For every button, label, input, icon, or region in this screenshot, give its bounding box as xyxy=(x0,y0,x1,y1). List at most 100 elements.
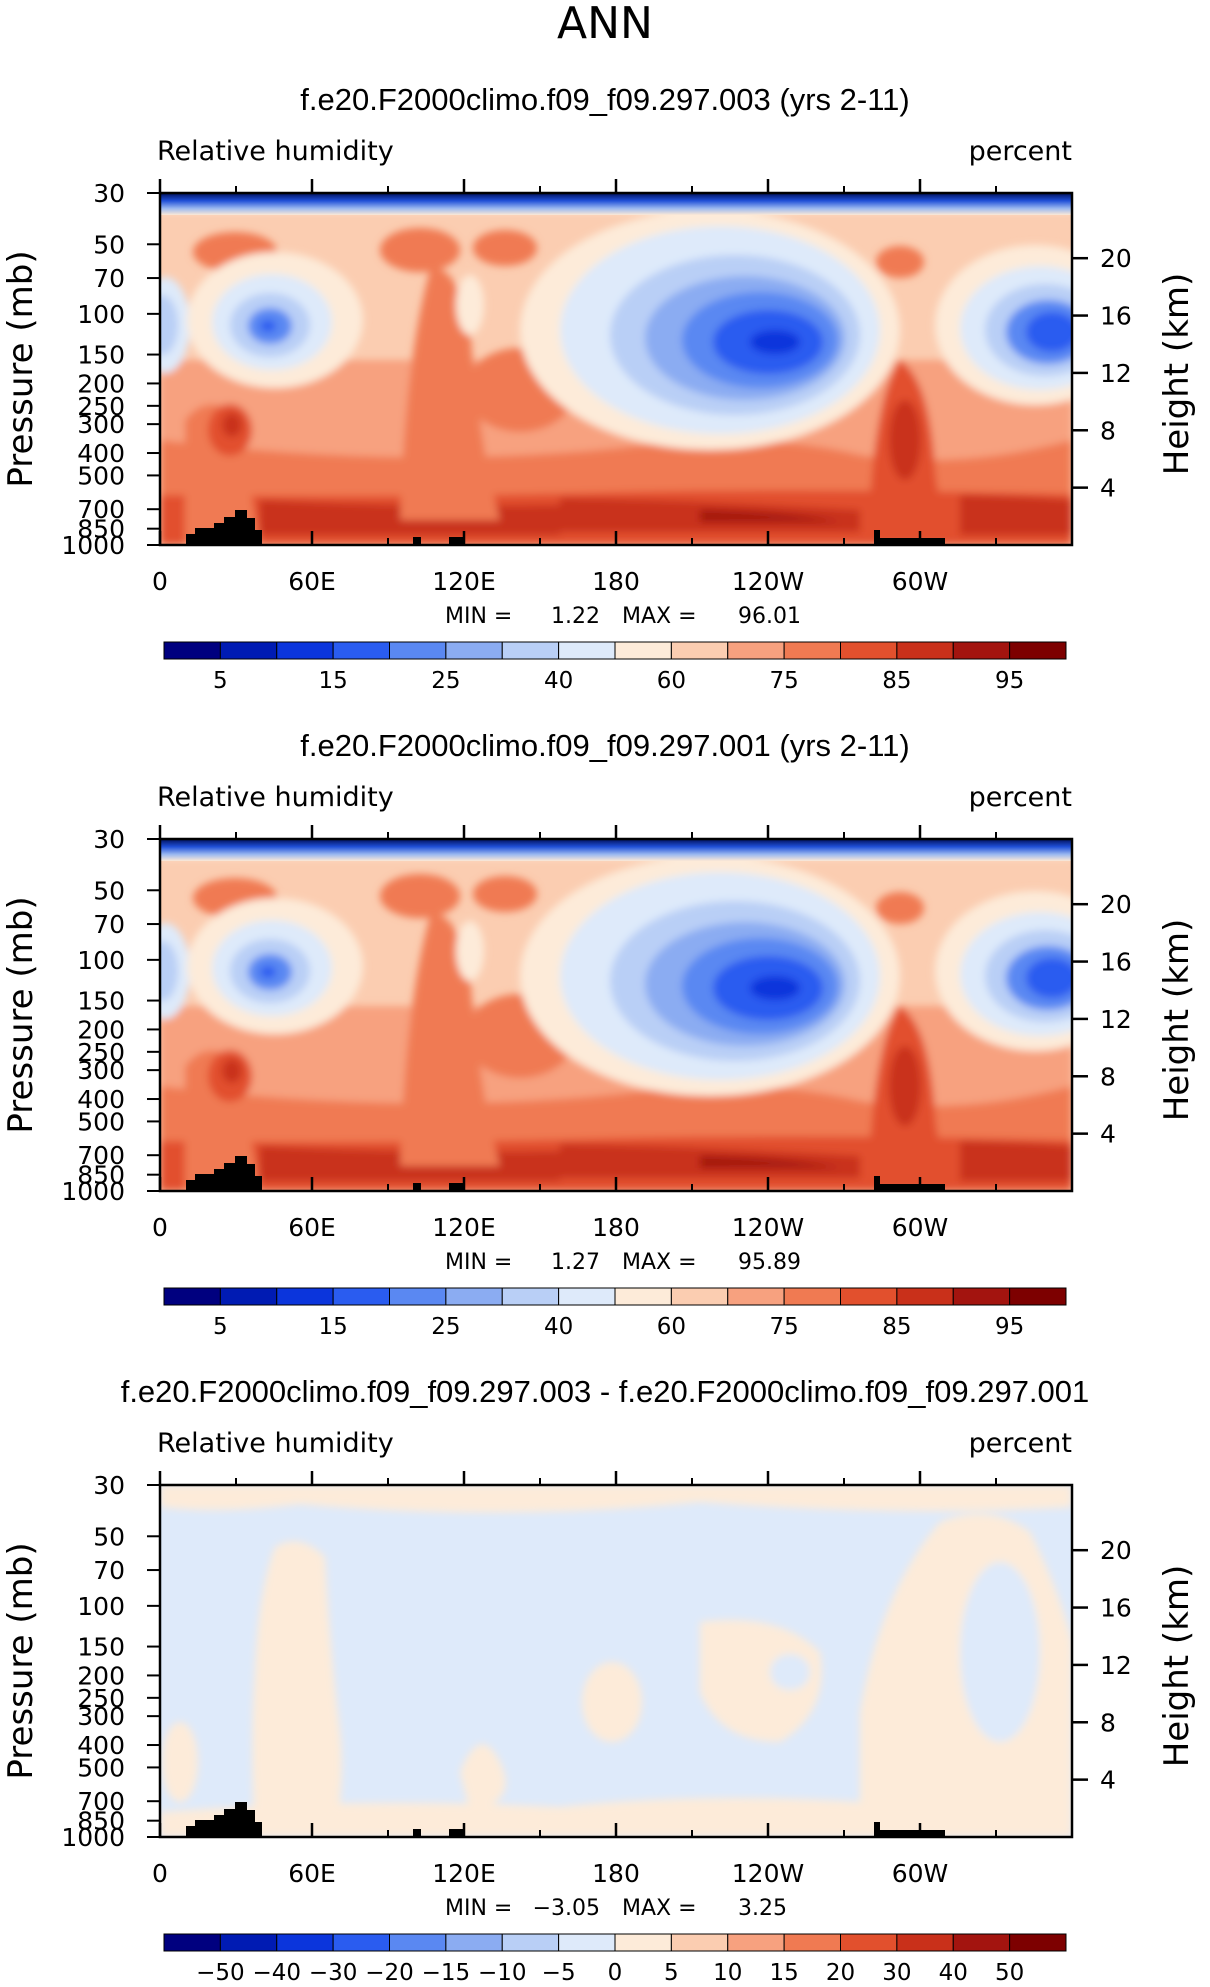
colorbar-box xyxy=(1009,641,1067,660)
y-tick-label: 1000 xyxy=(61,1177,125,1206)
filled-contours xyxy=(140,190,1135,545)
colorbar-box xyxy=(558,641,616,660)
colorbar-box xyxy=(670,1287,729,1306)
y-right-tick-label: 4 xyxy=(1100,1120,1116,1149)
colorbar-tick-label: −5 xyxy=(542,1960,576,1986)
min-label: MIN = xyxy=(445,604,512,629)
y-tick-label: 150 xyxy=(77,987,125,1016)
y-tick-label: 150 xyxy=(77,1633,125,1662)
y-axis-title: Pressure (mb) xyxy=(1,250,41,487)
colorbar-tick-label: 50 xyxy=(995,1960,1024,1986)
y-right-tick-label: 16 xyxy=(1100,1594,1132,1623)
colorbar-tick-label: 15 xyxy=(318,668,347,694)
colorbar-tick-label: −15 xyxy=(422,1960,471,1986)
colorbar-tick-label: 95 xyxy=(995,1314,1024,1340)
y-axis-right-title: Height (km) xyxy=(1157,919,1197,1122)
max-value: 96.01 xyxy=(738,604,801,629)
x-tick-label: 60W xyxy=(892,567,949,596)
colorbar-tick-label: 75 xyxy=(769,668,798,694)
colorbar-tick-label: 95 xyxy=(995,668,1024,694)
colorbar-tick-label: 30 xyxy=(882,1960,911,1986)
y-right-tick-label: 4 xyxy=(1100,1766,1116,1795)
colorbar-tick-label: 60 xyxy=(657,1314,686,1340)
colorbar-box xyxy=(614,1287,672,1306)
y-tick-label: 150 xyxy=(77,341,125,370)
colorbar-box xyxy=(558,1933,616,1952)
colorbar-tick-label: −50 xyxy=(196,1960,245,1986)
y-tick-label: 850 xyxy=(77,1807,125,1836)
colorbar-box xyxy=(896,1933,954,1952)
colorbar-tick-label: −20 xyxy=(365,1960,414,1986)
y-tick-label: 400 xyxy=(77,1085,125,1114)
y-tick-label: 250 xyxy=(77,1684,125,1713)
x-tick-label: 60E xyxy=(288,1859,336,1888)
y-right-tick-label: 12 xyxy=(1100,1005,1132,1034)
colorbar-box xyxy=(445,641,503,660)
variable-label: Relative humidity xyxy=(157,1428,394,1459)
panel-title: f.e20.F2000climo.f09_f09.297.003 - f.e20… xyxy=(121,1374,1090,1409)
y-tick-label: 30 xyxy=(93,825,125,854)
colorbar-box xyxy=(840,1933,898,1952)
colorbar-box xyxy=(1009,1933,1067,1952)
x-tick-label: 60E xyxy=(288,1213,336,1242)
y-right-tick-label: 12 xyxy=(1100,359,1132,388)
colorbar-tick-label: −10 xyxy=(478,1960,527,1986)
colorbar-tick-label: 60 xyxy=(657,668,686,694)
colorbar-box xyxy=(276,641,334,660)
colorbar-box xyxy=(727,1933,785,1952)
colorbar-tick-label: −40 xyxy=(252,1960,301,1986)
colorbar-tick-label: 10 xyxy=(713,1960,742,1986)
panel-title: f.e20.F2000climo.f09_f09.297.003 (yrs 2-… xyxy=(300,82,909,117)
units-label: percent xyxy=(969,782,1072,813)
x-tick-label: 120E xyxy=(432,1213,496,1242)
y-tick-label: 70 xyxy=(93,264,125,293)
y-tick-label: 700 xyxy=(77,495,125,524)
y-tick-label: 500 xyxy=(77,1753,125,1782)
chart-panel-3: f.e20.F2000climo.f09_f09.297.003 - f.e20… xyxy=(1,1374,1197,1986)
contour-field xyxy=(140,190,1135,545)
y-tick-label: 850 xyxy=(77,1161,125,1190)
colorbar-box xyxy=(501,1933,560,1952)
colorbar-box xyxy=(276,1287,334,1306)
colorbar-box xyxy=(1009,1287,1067,1306)
colorbar-tick-label: 85 xyxy=(882,668,911,694)
panel-title: f.e20.F2000climo.f09_f09.297.001 (yrs 2-… xyxy=(300,728,909,763)
y-tick-label: 300 xyxy=(77,1056,125,1085)
y-right-tick-label: 20 xyxy=(1100,1536,1132,1565)
filled-contours xyxy=(160,1485,1072,1837)
min-label: MIN = xyxy=(445,1896,512,1921)
colorbar-box xyxy=(614,641,672,660)
y-tick-label: 250 xyxy=(77,1038,125,1067)
y-tick-label: 50 xyxy=(93,230,125,259)
y-tick-label: 250 xyxy=(77,392,125,421)
colorbar-box xyxy=(163,1933,221,1952)
y-right-tick-label: 16 xyxy=(1100,302,1132,331)
colorbar-box xyxy=(219,641,278,660)
y-tick-label: 700 xyxy=(77,1141,125,1170)
y-tick-label: 700 xyxy=(77,1787,125,1816)
y-right-tick-label: 20 xyxy=(1100,890,1132,919)
variable-label: Relative humidity xyxy=(157,782,394,813)
colorbar-box xyxy=(389,1287,447,1306)
y-tick-label: 200 xyxy=(77,1015,125,1044)
y-right-tick-label: 12 xyxy=(1100,1651,1132,1680)
colorbar-box xyxy=(445,1287,503,1306)
x-tick-label: 0 xyxy=(152,1859,168,1888)
colorbar-tick-label: 40 xyxy=(544,1314,573,1340)
colorbar-box xyxy=(332,641,390,660)
colorbar-box xyxy=(558,1287,616,1306)
colorbar-box xyxy=(896,641,954,660)
colorbar-tick-label: 5 xyxy=(664,1960,679,1986)
y-right-tick-label: 20 xyxy=(1100,244,1132,273)
max-value: 3.25 xyxy=(738,1896,787,1921)
y-tick-label: 500 xyxy=(77,1107,125,1136)
variable-label: Relative humidity xyxy=(157,136,394,167)
y-tick-label: 100 xyxy=(77,946,125,975)
x-tick-label: 120W xyxy=(732,1213,804,1242)
y-right-tick-label: 4 xyxy=(1100,474,1116,503)
y-axis-title: Pressure (mb) xyxy=(1,896,41,1133)
colorbar-box xyxy=(952,641,1011,660)
x-tick-label: 120W xyxy=(732,1859,804,1888)
colorbar-box xyxy=(896,1287,954,1306)
